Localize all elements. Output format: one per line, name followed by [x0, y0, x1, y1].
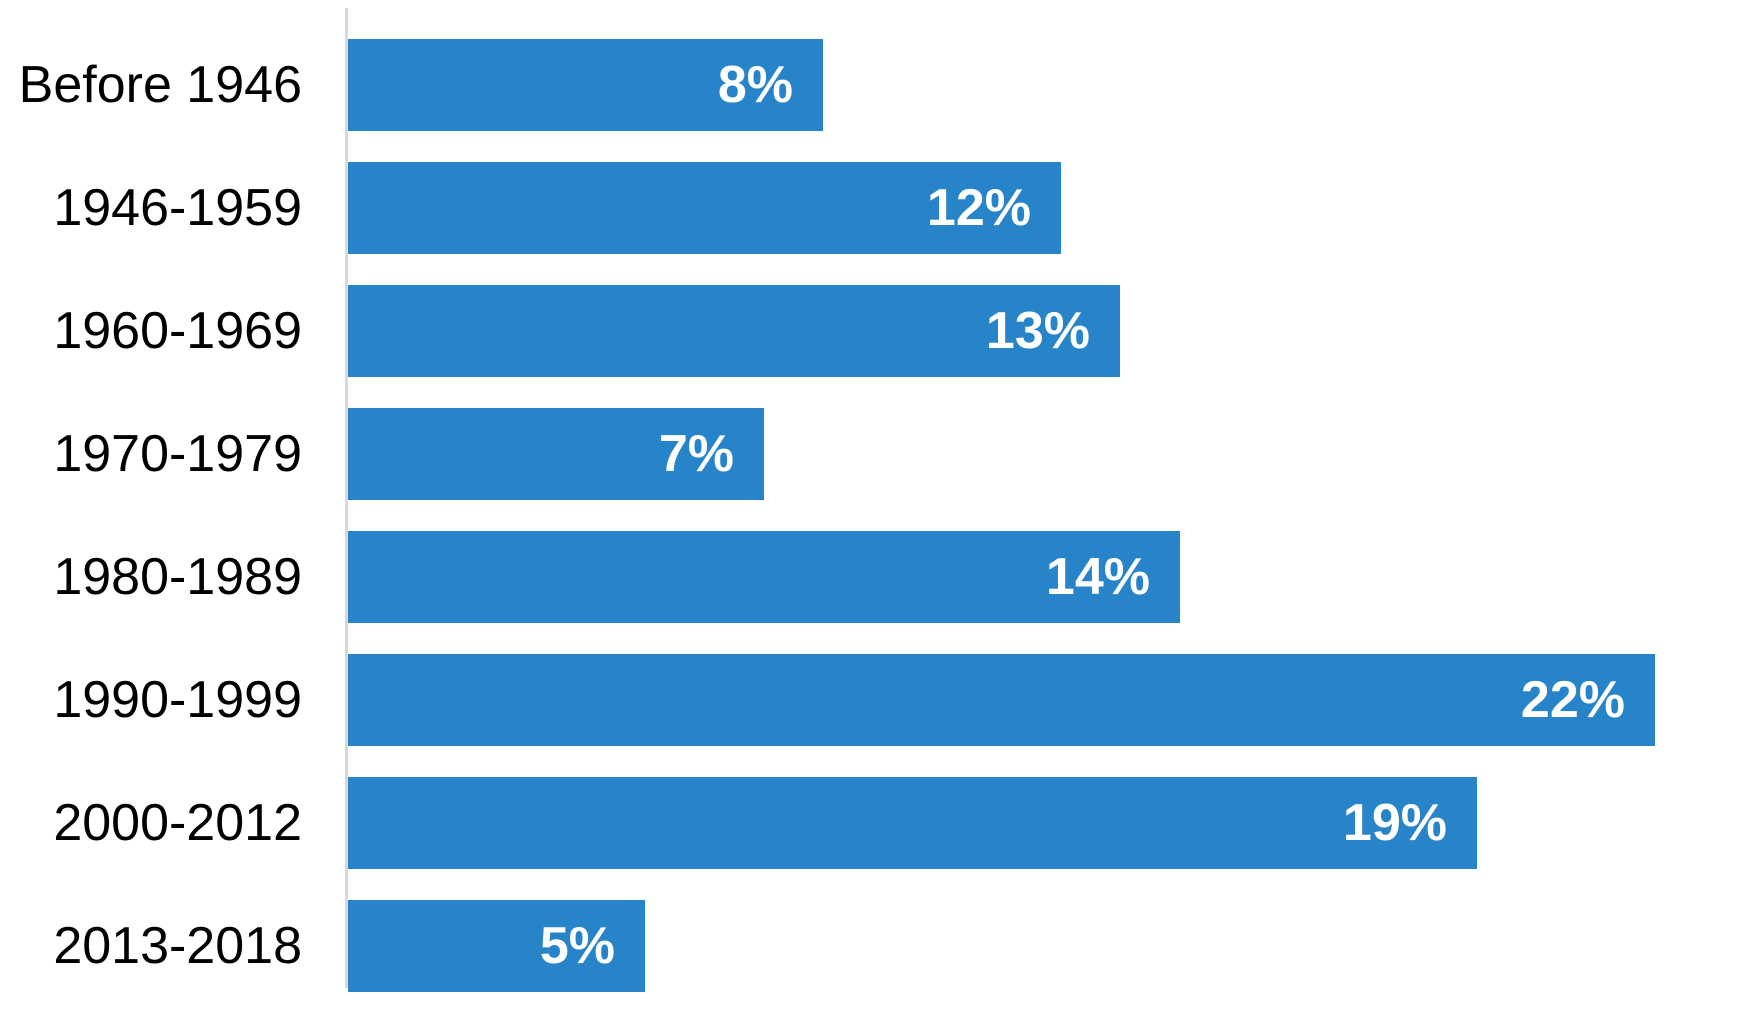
bar-value-label: 22% — [1520, 670, 1625, 729]
chart-row: 1946-1959 12% — [0, 146, 1743, 269]
category-label: 1960-1969 — [53, 301, 302, 360]
chart-row: 1960-1969 13% — [0, 269, 1743, 392]
chart-row: 2000-2012 19% — [0, 761, 1743, 884]
bar-value-label: 7% — [658, 424, 734, 483]
bar: 13% — [348, 284, 1120, 377]
category-label: Before 1946 — [18, 55, 302, 114]
chart-row: 1990-1999 22% — [0, 638, 1743, 761]
bar-chart-rows: Before 1946 8% 1946-1959 12% 1960-1969 13% 197… — [0, 23, 1743, 1007]
category-label: 1990-1999 — [53, 670, 302, 729]
y-axis-line — [345, 8, 348, 988]
chart-row: 1970-1979 7% — [0, 392, 1743, 515]
bar-value-label: 14% — [1045, 547, 1150, 606]
bar: 19% — [348, 776, 1477, 869]
bar: 12% — [348, 161, 1061, 254]
chart-row: 2013-2018 5% — [0, 884, 1743, 1007]
chart-row: Before 1946 8% — [0, 23, 1743, 146]
category-label: 1980-1989 — [53, 547, 302, 606]
category-label: 2000-2012 — [53, 793, 302, 852]
bar-value-label: 12% — [926, 178, 1031, 237]
bar-value-label: 5% — [539, 916, 615, 975]
category-label: 1970-1979 — [53, 424, 302, 483]
bar: 22% — [348, 653, 1655, 746]
category-label: 2013-2018 — [53, 916, 302, 975]
category-label: 1946-1959 — [53, 178, 302, 237]
bar: 5% — [348, 899, 645, 992]
bar: 7% — [348, 407, 764, 500]
bar-value-label: 13% — [985, 301, 1090, 360]
bar: 14% — [348, 530, 1180, 623]
chart-row: 1980-1989 14% — [0, 515, 1743, 638]
bar: 8% — [348, 38, 823, 131]
bar-value-label: 8% — [717, 55, 793, 114]
bar-value-label: 19% — [1342, 793, 1447, 852]
